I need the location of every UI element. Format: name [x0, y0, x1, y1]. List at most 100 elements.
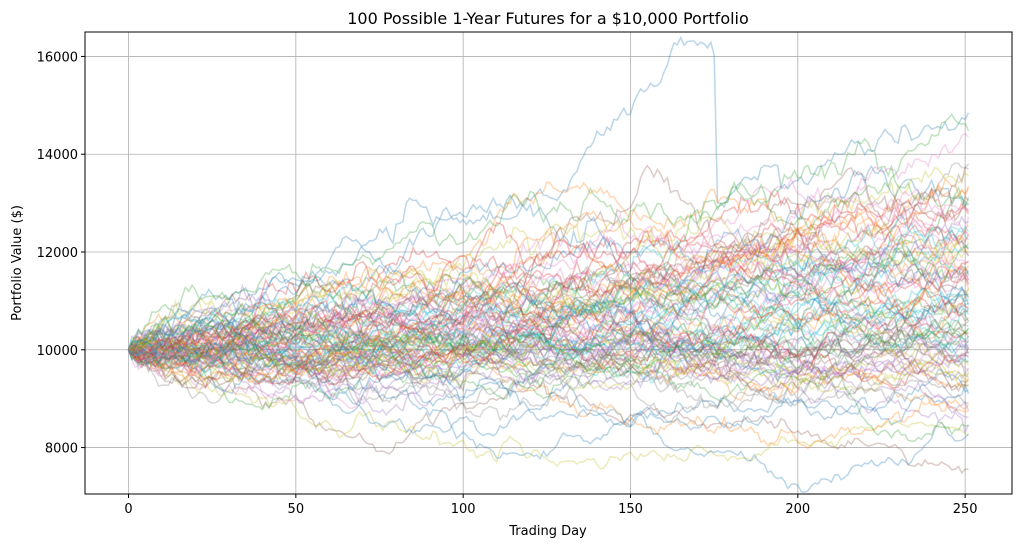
series-line: [128, 287, 969, 384]
series-line: [128, 321, 969, 380]
series-line: [127, 349, 969, 475]
series-line: [128, 189, 970, 383]
series-line: [128, 322, 969, 375]
series-line: [127, 236, 969, 384]
series-line: [127, 221, 970, 377]
series-line: [127, 245, 970, 368]
series-line: [128, 332, 970, 402]
series-line: [127, 294, 970, 376]
series-line: [127, 187, 970, 363]
series-line: [128, 301, 969, 400]
x-axis-ticks: 0 50 100 150 200 250: [124, 494, 978, 517]
series-line: [127, 234, 970, 388]
series-line: [127, 290, 969, 393]
series-line: [127, 276, 970, 376]
series-line: [127, 337, 969, 395]
series-line: [127, 266, 970, 404]
series-line: [127, 272, 970, 368]
series-line: [128, 282, 969, 364]
series-line: [127, 215, 970, 359]
series-line: [128, 336, 969, 437]
series-line: [127, 35, 970, 350]
series-line: [127, 229, 970, 358]
series-line: [127, 344, 969, 470]
series-line: [128, 266, 970, 376]
series-line: [128, 301, 969, 424]
series-line: [127, 299, 970, 381]
series-line: [128, 137, 970, 366]
series-line: [127, 307, 969, 369]
series-line: [127, 204, 969, 378]
series-line: [128, 325, 969, 397]
series-line: [128, 185, 970, 351]
chart-title: 100 Possible 1-Year Futures for a $10,00…: [347, 9, 749, 28]
series-line: [127, 345, 969, 422]
series-line: [127, 265, 970, 357]
series-line: [127, 113, 970, 354]
series-line: [127, 164, 969, 361]
series-line: [128, 249, 969, 358]
series-line: [127, 231, 969, 377]
series-line: [128, 251, 970, 380]
series-line: [127, 166, 970, 376]
y-axis-label: Portfolio Value ($): [10, 205, 25, 321]
series-line: [128, 132, 970, 380]
y-tick-label: 14000: [37, 148, 78, 163]
series-line: [128, 178, 970, 371]
y-tick-label: 8000: [45, 442, 78, 457]
series-line: [127, 162, 970, 360]
x-tick-label: 200: [785, 502, 810, 517]
series-line: [127, 190, 970, 367]
series-line: [128, 234, 970, 387]
series-line: [127, 319, 969, 409]
x-tick-label: 150: [618, 502, 643, 517]
series-line: [127, 330, 969, 442]
series-line: [127, 244, 969, 376]
series-line: [127, 329, 970, 436]
series-line: [127, 296, 969, 359]
series-line: [127, 287, 970, 411]
series-line: [128, 181, 970, 359]
series-line: [128, 294, 970, 386]
x-tick-label: 50: [288, 502, 305, 517]
series-line: [127, 283, 969, 418]
series-line: [127, 285, 969, 402]
series-line: [127, 343, 970, 461]
series-line: [127, 299, 969, 382]
series-line: [128, 206, 970, 361]
series-line: [128, 329, 970, 494]
grid: [85, 32, 1012, 494]
series-line: [128, 294, 970, 412]
series-line: [127, 322, 969, 405]
series-line: [128, 260, 970, 372]
series-line: [127, 221, 969, 374]
series-line: [127, 308, 969, 411]
series-line: [127, 345, 969, 450]
series-line: [128, 164, 969, 355]
series-line: [127, 275, 969, 369]
series-line: [127, 235, 970, 351]
series-line: [127, 286, 970, 376]
series-line: [128, 295, 970, 370]
series-line: [127, 325, 969, 393]
series-line: [127, 166, 970, 351]
y-axis-ticks: 8000 10000 12000 14000 16000: [37, 50, 85, 457]
series-line: [127, 310, 970, 376]
series-line: [128, 215, 969, 370]
series-line: [128, 273, 970, 365]
series-line: [128, 258, 970, 356]
series-line: [128, 223, 970, 353]
series-line: [128, 208, 970, 376]
x-tick-label: 250: [953, 502, 978, 517]
series-line: [127, 295, 970, 385]
x-axis-label: Trading Day: [508, 524, 587, 539]
series-line: [128, 261, 969, 351]
series-line: [127, 281, 969, 357]
x-tick-label: 100: [451, 502, 476, 517]
series-line: [127, 273, 969, 364]
series-line: [127, 304, 970, 387]
series-line: [128, 305, 970, 389]
series-line: [127, 228, 970, 357]
series-line: [128, 319, 969, 392]
series-line: [128, 309, 970, 384]
